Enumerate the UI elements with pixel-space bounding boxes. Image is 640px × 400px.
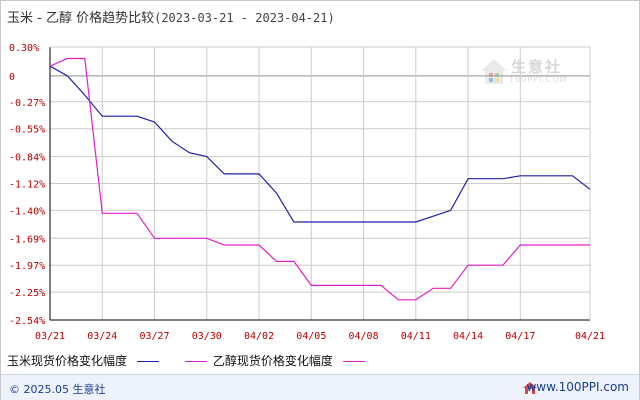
y-tick-label: -1.97% bbox=[9, 261, 45, 272]
x-tick-label: 04/05 bbox=[296, 331, 326, 342]
legend-item-series2: 乙醇现货价格变化幅度 bbox=[177, 352, 365, 369]
series-line-2 bbox=[49, 57, 590, 301]
legend-item-series1: 玉米现货价格变化幅度 bbox=[7, 352, 160, 369]
x-tick-label: 04/17 bbox=[505, 331, 535, 342]
y-tick-label: -1.69% bbox=[9, 234, 45, 245]
legend-label-series2: 乙醇现货价格变化幅度 bbox=[212, 354, 333, 368]
watermark-text: 生意社 bbox=[511, 58, 563, 76]
legend-swatch-series2 bbox=[184, 361, 207, 362]
legend-swatch-series1 bbox=[137, 361, 160, 362]
axes bbox=[49, 46, 591, 321]
y-tick-label: -2.54% bbox=[9, 316, 45, 327]
x-tick-label: 03/24 bbox=[87, 331, 117, 342]
legend-swatch-series2-tail bbox=[342, 361, 365, 362]
y-axis-ticks: 0.30% 0 -0.27% -0.55% -0.84% -1.12% -1.40% -1.6… bbox=[9, 43, 45, 327]
x-tick-label: 03/30 bbox=[192, 331, 222, 342]
y-tick-label: -1.12% bbox=[9, 180, 45, 191]
legend-label-series1: 玉米现货价格变化幅度 bbox=[7, 354, 128, 368]
y-tick-label: -2.25% bbox=[9, 288, 45, 299]
footer-bar: © 2025.05 生意社 www.100PPI.com bbox=[1, 374, 639, 400]
house-icon bbox=[523, 382, 537, 394]
x-tick-label: 03/21 bbox=[35, 331, 65, 342]
x-tick-label: 04/14 bbox=[453, 331, 483, 342]
watermark-logo: 生意社 100PPI.COM bbox=[479, 53, 579, 93]
chart-title-main: 玉米 - 乙醇 价格趋势比较 bbox=[7, 11, 155, 26]
x-tick-label: 04/08 bbox=[348, 331, 378, 342]
x-tick-label: 03/27 bbox=[139, 331, 169, 342]
y-tick-label: 0 bbox=[9, 72, 15, 83]
chart-title: 玉米 - 乙醇 价格趋势比较(2023-03-21 - 2023-04-21) bbox=[7, 7, 335, 26]
grid bbox=[49, 46, 591, 321]
footer-copyright: © 2025.05 生意社 bbox=[9, 383, 106, 396]
x-tick-label: 04/02 bbox=[244, 331, 274, 342]
watermark-url: 100PPI.COM bbox=[509, 75, 568, 84]
x-tick-label: 04/11 bbox=[401, 331, 431, 342]
x-tick-label: 04/21 bbox=[575, 331, 605, 342]
house-logo-icon bbox=[481, 59, 507, 84]
series-line-1 bbox=[49, 65, 591, 223]
chart-title-range: (2023-03-21 - 2023-04-21) bbox=[154, 11, 335, 25]
legend: 玉米现货价格变化幅度 乙醇现货价格变化幅度 bbox=[7, 352, 379, 369]
y-tick-label: -0.55% bbox=[9, 125, 45, 136]
footer-url-link[interactable]: www.100PPI.com bbox=[526, 380, 629, 394]
y-tick-label: 0.30% bbox=[9, 43, 39, 54]
plot-area: 0.30% 0 -0.27% -0.55% -0.84% -1.12% -1.40% -1.6… bbox=[9, 43, 605, 342]
y-tick-label: -0.84% bbox=[9, 153, 45, 164]
x-axis-ticks: 03/21 03/24 03/27 03/30 04/02 04/05 04/08 04/11… bbox=[35, 331, 605, 342]
series-lines bbox=[49, 57, 591, 301]
y-tick-label: -0.27% bbox=[9, 98, 45, 109]
y-tick-label: -1.40% bbox=[9, 206, 45, 217]
